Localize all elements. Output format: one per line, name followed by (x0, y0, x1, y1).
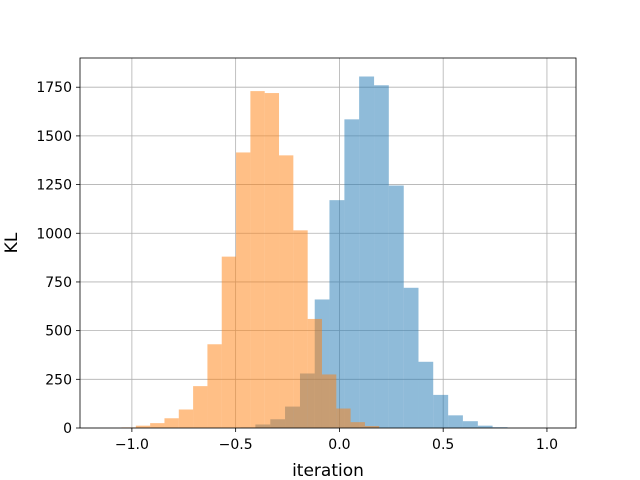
histogram-bar-series-1 (448, 415, 463, 428)
x-tick-label: 1.0 (536, 437, 558, 453)
histogram-bar-series-2 (336, 408, 351, 428)
y-tick-label: 500 (45, 324, 72, 340)
histogram-bar-series-2 (293, 230, 308, 428)
histogram-bar-series-2 (135, 425, 151, 428)
y-tick-label: 1750 (36, 80, 72, 96)
histogram-bar-series-1 (344, 119, 360, 428)
x-tick-label: 0.5 (432, 437, 454, 453)
x-tick-label: 0.0 (328, 437, 350, 453)
ticks: −1.0 −0.5 0.0 0.5 1.0 0 250 500 750 1000 1250 1500 1… (36, 80, 558, 453)
x-tick-label: −1.0 (115, 437, 149, 453)
plot-frame (79, 57, 577, 429)
histogram-bar-series-1 (477, 425, 493, 428)
histogram-bar-series-2 (307, 318, 322, 428)
y-tick-label: 0 (63, 421, 72, 437)
histogram-bar-series-2 (364, 426, 380, 428)
histogram-bar-series-2 (193, 386, 208, 428)
y-axis-label: KL (2, 232, 22, 253)
histogram-bar-series-2 (207, 344, 222, 428)
y-tick-label: 1250 (36, 178, 72, 194)
bars (121, 76, 508, 429)
histogram-bar-series-2 (250, 91, 265, 429)
histogram-bar-series-1 (462, 421, 478, 428)
histogram-bar-series-2 (221, 256, 237, 428)
histogram-bar-series-2 (279, 155, 294, 429)
y-tick-label: 1000 (36, 226, 72, 242)
histogram-bar-series-2 (236, 152, 251, 428)
x-tick-label: −0.5 (219, 437, 253, 453)
y-tick-label: 1500 (36, 129, 72, 145)
histogram-bar-series-2 (164, 418, 179, 428)
histogram-bar-series-1 (359, 76, 375, 428)
histogram-bar-series-1 (388, 185, 404, 428)
y-tick-label: 750 (45, 275, 72, 291)
x-axis-label: iteration (292, 461, 364, 480)
histogram-bar-series-1 (329, 200, 345, 428)
histogram-bar-series-2 (350, 422, 365, 428)
histogram-bar-series-1 (374, 85, 389, 429)
histogram-bar-series-2 (150, 423, 165, 428)
histogram-bar-series-2 (321, 374, 337, 428)
histogram-bar-series-1 (403, 287, 419, 428)
histogram-bar-series-2 (178, 409, 194, 428)
y-tick-label: 250 (45, 372, 72, 388)
histogram-bar-series-1 (418, 361, 434, 428)
histogram-bar-series-1 (433, 394, 449, 428)
histogram-bar-series-2 (264, 93, 280, 428)
